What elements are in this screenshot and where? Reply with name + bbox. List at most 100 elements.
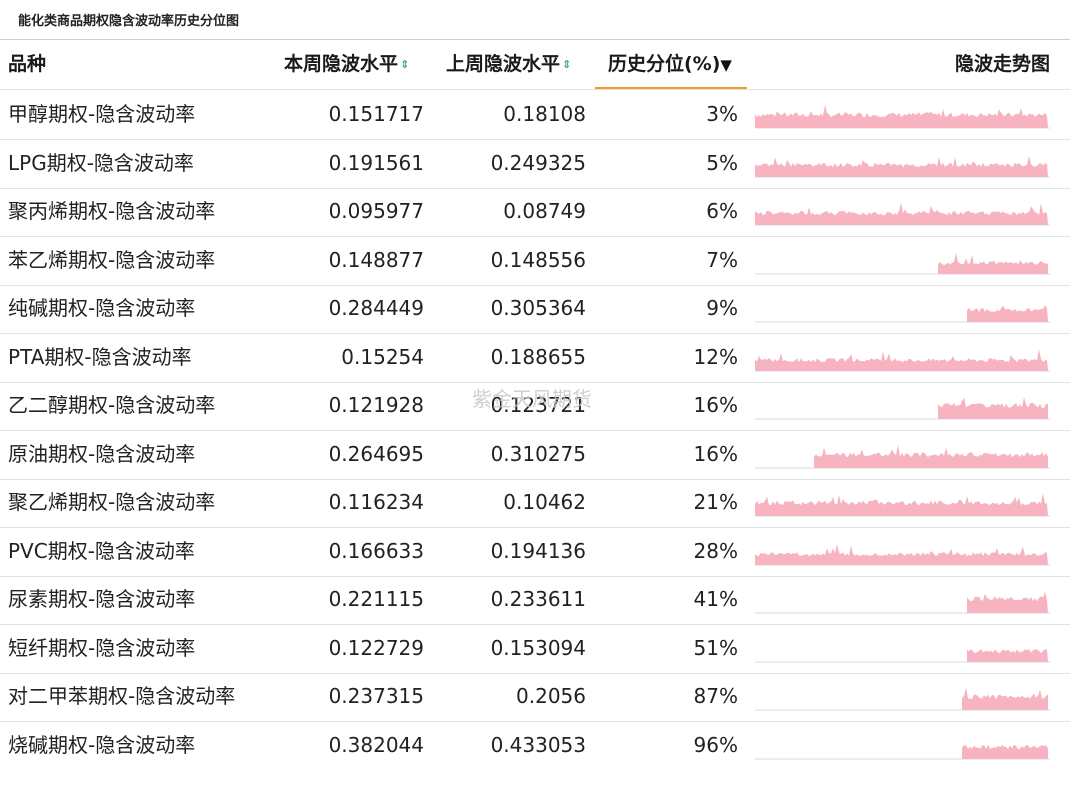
table-row: 纯碱期权-隐含波动率 0.284449 0.305364 9% — [0, 284, 1070, 332]
row-previous-iv: 0.08749 — [503, 199, 586, 223]
trend-sparkline — [755, 687, 1050, 711]
row-divider — [0, 382, 1070, 383]
row-divider — [0, 430, 1070, 431]
row-current-iv: 0.237315 — [328, 684, 424, 708]
row-divider — [0, 188, 1070, 189]
table-row: 苯乙烯期权-隐含波动率 0.148877 0.148556 7% — [0, 236, 1070, 284]
row-name: 烧碱期权-隐含波动率 — [8, 733, 196, 757]
trend-sparkline — [755, 397, 1050, 420]
sparkline-area — [967, 305, 1048, 322]
page-title: 能化类商品期权隐含波动率历史分位图 — [18, 14, 240, 29]
sparkline-area — [755, 349, 1048, 371]
row-current-iv: 0.191561 — [328, 151, 424, 175]
row-current-iv: 0.121928 — [328, 393, 424, 417]
table-row: 尿素期权-隐含波动率 0.221115 0.233611 41% — [0, 575, 1070, 623]
trend-sparkline — [755, 591, 1050, 614]
row-name: 苯乙烯期权-隐含波动率 — [8, 248, 216, 272]
trend-sparkline — [755, 649, 1050, 663]
row-name: 聚丙烯期权-隐含波动率 — [8, 199, 216, 223]
trend-sparkline — [755, 543, 1050, 566]
sparkline-area — [755, 202, 1048, 225]
row-name: PTA期权-隐含波动率 — [8, 345, 192, 369]
table-row: 聚乙烯期权-隐含波动率 0.116234 0.10462 21% — [0, 478, 1070, 526]
row-current-iv: 0.15254 — [341, 345, 424, 369]
row-percentile: 12% — [693, 345, 738, 369]
row-percentile: 16% — [693, 442, 738, 466]
trend-sparkline — [755, 305, 1050, 323]
sparkline-area — [755, 493, 1048, 516]
table-row: 烧碱期权-隐含波动率 0.382044 0.433053 96% — [0, 721, 1070, 769]
row-percentile: 21% — [693, 490, 738, 514]
row-name: 甲醇期权-隐含波动率 — [8, 102, 196, 126]
row-name: 尿素期权-隐含波动率 — [8, 587, 196, 611]
column-header-name: 品种 — [8, 40, 46, 89]
trend-sparkline — [755, 349, 1050, 372]
row-previous-iv: 0.194136 — [490, 539, 586, 563]
row-divider — [0, 673, 1070, 674]
table-row: 对二甲苯期权-隐含波动率 0.237315 0.2056 87% — [0, 672, 1070, 720]
sort-descending-icon[interactable]: ▼ — [720, 56, 732, 74]
row-current-iv: 0.382044 — [328, 733, 424, 757]
table-header: 品种 本周隐波水平 ⇕ 上周隐波水平 ⇕ 历史分位(%)▼ 隐波走势图 — [0, 40, 1070, 89]
row-current-iv: 0.095977 — [328, 199, 424, 223]
sort-icon[interactable]: ⇕ — [562, 58, 572, 71]
row-previous-iv: 0.10462 — [503, 490, 586, 514]
row-percentile: 51% — [693, 636, 738, 660]
row-name: 短纤期权-隐含波动率 — [8, 636, 196, 660]
row-name: 乙二醇期权-隐含波动率 — [8, 393, 216, 417]
trend-sparkline — [755, 493, 1050, 517]
row-previous-iv: 0.153094 — [490, 636, 586, 660]
sort-icon[interactable]: ⇕ — [400, 58, 410, 71]
table-row: LPG期权-隐含波动率 0.191561 0.249325 5% — [0, 139, 1070, 187]
sparkline-area — [938, 252, 1048, 274]
table-row: PVC期权-隐含波动率 0.166633 0.194136 28% — [0, 527, 1070, 575]
row-percentile: 41% — [693, 587, 738, 611]
trend-sparkline — [755, 104, 1050, 129]
column-header-current-label: 本周隐波水平 — [284, 53, 399, 75]
sparkline-area — [967, 649, 1048, 662]
row-percentile: 28% — [693, 539, 738, 563]
row-divider — [0, 139, 1070, 140]
column-header-name-label: 品种 — [8, 53, 47, 75]
row-name: 纯碱期权-隐含波动率 — [8, 296, 196, 320]
row-divider — [0, 576, 1070, 577]
row-divider — [0, 236, 1070, 237]
title-divider — [0, 39, 1070, 40]
column-header-previous-label: 上周隐波水平 — [446, 53, 561, 75]
column-header-previous[interactable]: 上周隐波水平 ⇕ — [446, 40, 571, 89]
row-current-iv: 0.122729 — [328, 636, 424, 660]
row-current-iv: 0.264695 — [328, 442, 424, 466]
row-current-iv: 0.221115 — [328, 587, 424, 611]
row-previous-iv: 0.433053 — [490, 733, 586, 757]
trend-sparkline — [755, 252, 1050, 275]
sparkline-area — [755, 104, 1048, 128]
sparkline-area — [755, 543, 1048, 565]
active-sort-underline — [595, 87, 747, 90]
row-current-iv: 0.116234 — [328, 490, 424, 514]
row-current-iv: 0.148877 — [328, 248, 424, 272]
row-percentile: 3% — [706, 102, 738, 126]
sparkline-area — [755, 156, 1048, 177]
row-percentile: 9% — [706, 296, 738, 320]
column-header-current[interactable]: 本周隐波水平 ⇕ — [284, 40, 409, 89]
row-previous-iv: 0.18108 — [503, 102, 586, 126]
row-previous-iv: 0.148556 — [490, 248, 586, 272]
row-previous-iv: 0.310275 — [490, 442, 586, 466]
sparkline-area — [938, 397, 1048, 419]
row-divider — [0, 285, 1070, 286]
sparkline-area — [962, 687, 1048, 710]
trend-sparkline — [755, 156, 1050, 178]
trend-sparkline — [755, 444, 1050, 469]
column-header-percentile-label: 历史分位(%) — [608, 53, 721, 75]
row-previous-iv: 0.123721 — [490, 393, 586, 417]
header-divider — [0, 89, 1070, 90]
row-divider — [0, 624, 1070, 625]
row-divider — [0, 479, 1070, 480]
table-row: 原油期权-隐含波动率 0.264695 0.310275 16% — [0, 430, 1070, 478]
row-percentile: 7% — [706, 248, 738, 272]
row-previous-iv: 0.188655 — [490, 345, 586, 369]
column-header-percentile[interactable]: 历史分位(%)▼ — [608, 40, 732, 89]
row-percentile: 96% — [693, 733, 738, 757]
table-row: 聚丙烯期权-隐含波动率 0.095977 0.08749 6% — [0, 187, 1070, 235]
row-divider — [0, 333, 1070, 334]
